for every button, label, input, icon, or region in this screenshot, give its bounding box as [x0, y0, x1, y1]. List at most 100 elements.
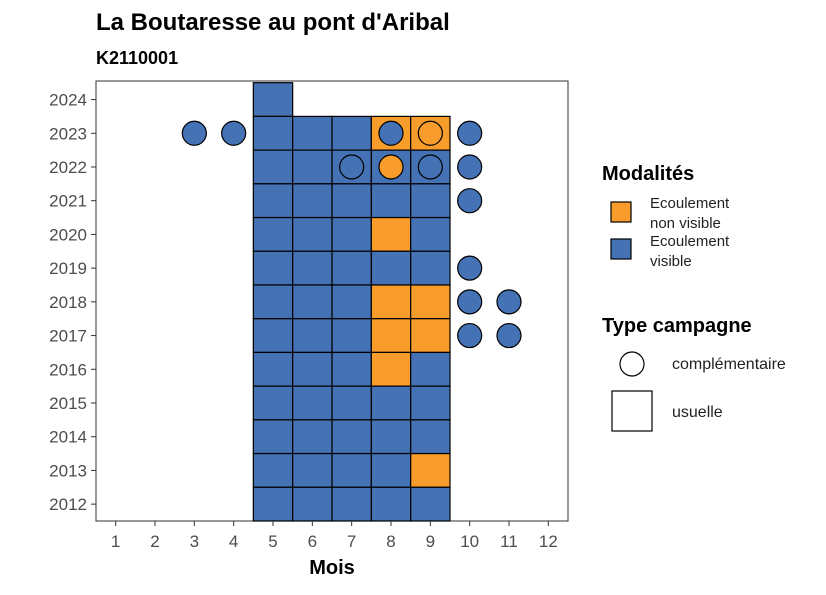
x-tick-label: 6	[308, 532, 317, 551]
tile-2018-7	[331, 284, 372, 320]
tile-2018-6	[292, 284, 333, 320]
x-tick-label: 4	[229, 532, 238, 551]
point-2022-7	[339, 154, 365, 180]
tile-2022-6	[292, 149, 333, 185]
tile-2012-7	[331, 486, 372, 522]
tile-2020-7	[331, 216, 372, 252]
legend-key-circle	[619, 351, 645, 377]
tile-2021-9	[410, 183, 451, 219]
tile-2019-7	[331, 250, 372, 286]
tile-2021-6	[292, 183, 333, 219]
y-tick-label: 2018	[49, 293, 87, 312]
x-tick-label: 8	[386, 532, 395, 551]
point-2019-10	[457, 255, 483, 281]
y-tick-label: 2014	[49, 428, 87, 447]
tile-2023-6	[292, 115, 333, 151]
y-tick-label: 2021	[49, 192, 87, 211]
legend-label-visible: Ecoulement visible	[650, 233, 733, 270]
x-tick-label: 5	[268, 532, 277, 551]
tile-2012-9	[410, 486, 451, 522]
y-tick-label: 2012	[49, 495, 87, 514]
chart-subtitle: K2110001	[96, 48, 178, 68]
legend-label-usuelle: usuelle	[672, 404, 723, 421]
tile-2014-5	[252, 419, 294, 455]
tile-2014-7	[331, 419, 372, 455]
tile-2020-5	[252, 216, 294, 252]
x-tick-label: 2	[150, 532, 159, 551]
tile-2015-6	[292, 385, 333, 421]
tile-2021-5	[252, 183, 294, 219]
tile-2017-6	[292, 318, 333, 354]
point-2018-10	[457, 289, 483, 315]
tile-2013-9	[410, 452, 451, 488]
tile-2018-9	[410, 284, 451, 320]
tile-2024-5	[252, 82, 294, 118]
tile-2020-9	[410, 216, 451, 252]
legend-fill-title: Modalités	[602, 163, 694, 185]
tile-2012-5	[252, 486, 294, 522]
tile-2019-8	[370, 250, 412, 286]
tile-2017-7	[331, 318, 372, 354]
legend: Modalités Ecoulement non visible Ecoulem…	[602, 163, 786, 432]
point-2023-4	[221, 120, 247, 146]
point-2018-11	[496, 289, 522, 315]
point-2017-10	[457, 322, 483, 349]
y-tick-label: 2019	[49, 259, 87, 278]
point-2023-9	[417, 120, 443, 146]
tile-2015-9	[410, 385, 451, 421]
tile-2019-5	[252, 250, 294, 286]
tile-2021-8	[370, 183, 412, 219]
tile-2022-5	[252, 149, 294, 185]
y-tick-label: 2013	[49, 461, 87, 480]
tile-2019-6	[292, 250, 333, 286]
tile-2012-8	[370, 486, 412, 522]
tile-2018-8	[370, 284, 412, 320]
tile-2018-5	[252, 284, 294, 320]
tile-2015-5	[252, 385, 294, 421]
point-2023-8	[378, 120, 404, 146]
point-2022-9	[417, 154, 443, 180]
tile-2014-6	[292, 419, 333, 455]
tile-2016-9	[410, 351, 451, 387]
legend-label-non-visible: Ecoulement non visible	[650, 195, 733, 232]
legend-label-complementaire: complémentaire	[672, 356, 786, 373]
x-tick-label: 11	[500, 532, 518, 551]
point-2022-8	[378, 154, 404, 180]
chart-title: La Boutaresse au pont d'Aribal	[96, 9, 450, 36]
x-tick-label: 7	[347, 532, 356, 551]
tile-2016-7	[331, 351, 372, 387]
tile-2012-6	[292, 486, 333, 522]
x-tick-label: 10	[460, 532, 479, 551]
tile-2014-8	[370, 419, 412, 455]
tile-2021-7	[331, 183, 372, 219]
x-axis: 1 2 3 4 5 6 7 8 9 10 11 12	[111, 521, 558, 551]
tile-2017-5	[252, 318, 294, 354]
x-tick-label: 12	[539, 532, 558, 551]
y-tick-label: 2017	[49, 327, 87, 346]
y-tick-label: 2022	[49, 158, 87, 177]
tile-2015-7	[331, 385, 372, 421]
tile-2016-5	[252, 351, 294, 387]
tile-2017-9	[410, 318, 451, 354]
tile-2013-7	[331, 452, 372, 488]
tile-2023-5	[252, 115, 294, 151]
tile-2015-8	[370, 385, 412, 421]
legend-key-square	[611, 390, 653, 432]
tile-2016-6	[292, 351, 333, 387]
tile-2023-7	[331, 115, 372, 151]
point-2021-10	[457, 188, 483, 214]
y-tick-label: 2024	[49, 91, 87, 110]
tile-2017-8	[370, 318, 412, 354]
x-axis-label: Mois	[309, 557, 355, 579]
tile-2020-6	[292, 216, 333, 252]
y-tick-label: 2015	[49, 394, 87, 413]
tile-2020-8	[370, 216, 412, 252]
y-tick-label: 2020	[49, 225, 87, 244]
point-2023-10	[457, 120, 483, 146]
tile-2014-9	[410, 419, 451, 455]
tile-2019-9	[410, 250, 451, 286]
x-tick-label: 3	[190, 532, 199, 551]
x-tick-label: 1	[111, 532, 120, 551]
y-axis: 2012 2013 2014 2015 2016 2017 2018 2019 2020 2021…	[49, 91, 96, 514]
y-tick-label: 2023	[49, 124, 87, 143]
